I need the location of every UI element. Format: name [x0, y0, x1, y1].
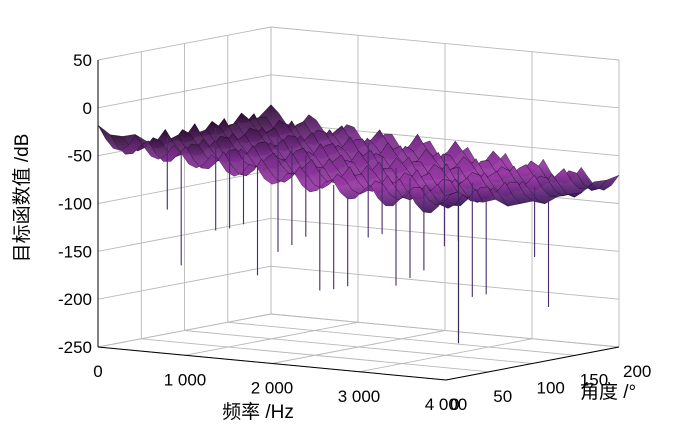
- surface-plot: [97, 104, 620, 344]
- grid-line: [270, 26, 620, 61]
- x-axis-label: 频率 /Hz: [222, 401, 294, 423]
- grid-line: [97, 217, 272, 252]
- x-tick-label: 3 000: [338, 387, 381, 406]
- grid-line: [270, 265, 620, 300]
- grid-line: [97, 74, 272, 109]
- y-tick-label: 0: [450, 395, 459, 414]
- grid-line: [141, 338, 490, 373]
- y-axis-label: 角度 /°: [580, 381, 636, 403]
- z-tick-label: -200: [58, 290, 92, 309]
- y-tick-label: 150: [580, 370, 608, 389]
- y-tick-label: 100: [537, 379, 565, 398]
- z-tick-label: -250: [58, 338, 92, 357]
- grid-line: [270, 122, 620, 157]
- x-tick-label: 2 000: [251, 379, 294, 398]
- y-tick-label: 200: [623, 362, 651, 381]
- grid-line: [227, 321, 576, 356]
- y-tick-label: 50: [493, 387, 512, 406]
- z-tick-label: -150: [58, 242, 92, 261]
- z-tick-label: 0: [83, 99, 92, 118]
- grid-line: [97, 26, 272, 61]
- axis-line: [97, 346, 447, 381]
- z-tick-label: 50: [73, 51, 92, 70]
- z-tick-label: -100: [58, 195, 92, 214]
- grid-line: [184, 330, 533, 364]
- grid-line: [270, 217, 620, 252]
- x-tick-label: 1 000: [164, 370, 207, 389]
- grid-line: [97, 170, 272, 204]
- axis-line: [445, 346, 620, 381]
- grid-line: [270, 74, 620, 109]
- grid-line: [97, 265, 272, 300]
- x-tick-label: 0: [93, 362, 102, 381]
- z-tick-label: -50: [67, 147, 92, 166]
- grid-line: [270, 313, 620, 348]
- z-axis-label: 目标函数值 /dB: [11, 134, 33, 263]
- axes-grid: [97, 26, 620, 381]
- surface-strip: [97, 124, 459, 214]
- x-tick-label: 4 000: [425, 395, 468, 414]
